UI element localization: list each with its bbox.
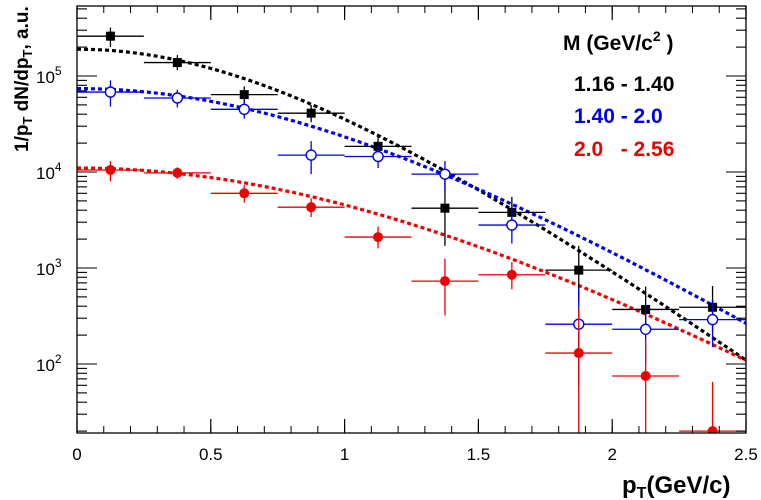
data-point	[239, 90, 249, 100]
x-tick-label: 1.5	[467, 445, 491, 464]
data-point	[639, 323, 652, 335]
x-tick-label: 2.5	[734, 445, 758, 464]
data-point	[306, 108, 316, 118]
data-point	[172, 58, 182, 68]
data-point	[172, 167, 183, 178]
data-point	[105, 31, 115, 41]
data-point	[439, 276, 450, 287]
data-point	[706, 313, 719, 326]
data-point	[506, 219, 518, 231]
y-axis-title: 1/pT dN/dpT, a.u.	[12, 6, 35, 152]
y-tick-label: 104	[36, 160, 62, 183]
data-point	[573, 348, 584, 359]
data-point	[640, 370, 651, 381]
data-point	[239, 188, 250, 199]
series-2	[77, 80, 746, 386]
data-point	[305, 149, 317, 161]
plot-frame	[76, 5, 747, 434]
legend-entry-series-3: 2.0 - 2.56	[574, 138, 674, 161]
data-point	[506, 269, 517, 280]
y-tick-label: 105	[36, 64, 62, 87]
legend-entry-series-1: 1.16 - 1.40	[574, 73, 674, 96]
data-point	[372, 150, 384, 163]
data-point	[440, 203, 450, 213]
data-point	[238, 103, 250, 115]
data-point	[439, 168, 451, 180]
data-point	[171, 92, 184, 104]
x-tick-label: 2	[607, 445, 616, 464]
legend: M (GeV/c2 ) 1.16 - 1.40 1.40 - 2.0 2.0 -…	[563, 28, 674, 161]
data-point	[373, 232, 384, 243]
legend-entry-series-2: 1.40 - 2.0	[574, 105, 663, 128]
data-points	[77, 27, 746, 437]
data-point	[306, 202, 317, 213]
x-tick-label: 1	[340, 445, 349, 464]
fit-curve-series-2	[77, 87, 747, 325]
series-3	[77, 161, 746, 437]
axes: 0 0.5 1 1.5 2 2.5 102 103 104 105	[36, 6, 758, 464]
bottom-mask	[0, 433, 761, 500]
left-mask	[0, 0, 76, 500]
data-point	[105, 164, 116, 175]
data-point	[574, 265, 584, 275]
x-tick-label: 0.5	[199, 445, 223, 464]
y-tick-label: 102	[36, 352, 62, 375]
legend-title: M (GeV/c2 )	[563, 28, 673, 55]
data-point	[104, 86, 117, 98]
x-axis-title: pT(GeV/c)	[622, 472, 730, 500]
y-tick-label: 103	[36, 256, 62, 279]
x-tick-label: 0	[72, 445, 81, 464]
